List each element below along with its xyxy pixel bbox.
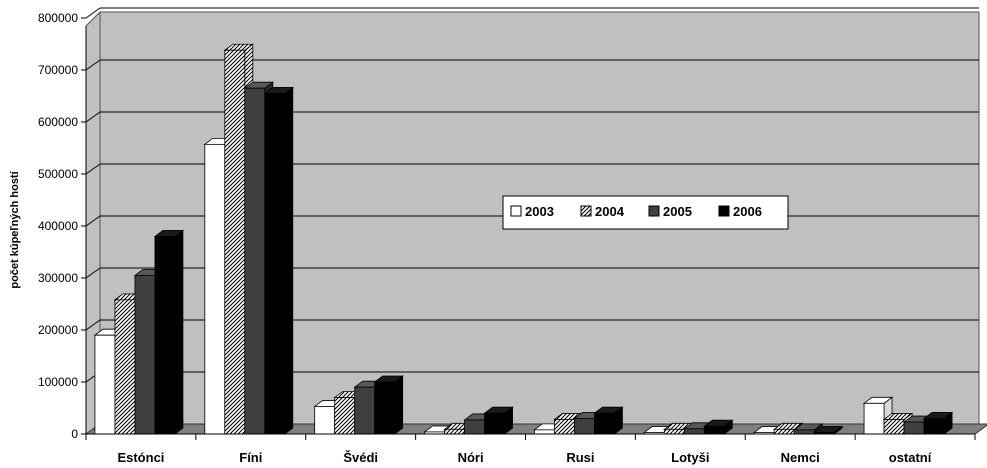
- y-axis: 0 100000 200000 300000 400000 500000 600000 700…: [38, 11, 87, 441]
- y-tick-label: 700000: [38, 63, 78, 77]
- y-tick-label: 500000: [38, 167, 78, 181]
- legend-label: 2006: [733, 204, 762, 219]
- legend-item: 2006: [718, 204, 762, 219]
- bar-side: [284, 86, 294, 435]
- legend-swatch: [510, 205, 522, 217]
- x-tick-label: Lotyši: [671, 450, 709, 465]
- bar-front: [703, 425, 725, 435]
- gridline-diagonal: [85, 163, 101, 175]
- bar-front: [683, 428, 705, 435]
- bar-side: [174, 229, 184, 435]
- bar-front: [204, 143, 226, 435]
- x-tick-label: Švédi: [343, 450, 378, 465]
- gridline-diagonal: [85, 215, 101, 227]
- y-tick-label: 300000: [38, 271, 78, 285]
- y-tick-label: 100000: [38, 375, 78, 389]
- bar: [703, 419, 734, 435]
- bar-front: [314, 406, 336, 435]
- bar-front: [374, 381, 396, 435]
- bar-front: [334, 397, 356, 435]
- bar: [483, 406, 514, 435]
- y-tick-label: 600000: [38, 115, 78, 129]
- bar-front: [244, 87, 266, 435]
- legend-swatch: [718, 205, 730, 217]
- legend-label: 2005: [663, 204, 692, 219]
- y-tick-label: 400000: [38, 219, 78, 233]
- y-tick-label: 800000: [38, 11, 78, 25]
- x-tick-label: Estónci: [117, 450, 164, 465]
- bar: [373, 375, 404, 435]
- y-tick-label: 200000: [38, 323, 78, 337]
- gridline-diagonal: [85, 267, 101, 279]
- bar-front: [534, 429, 555, 435]
- legend-label: 2003: [525, 204, 554, 219]
- gridline-diagonal: [85, 59, 101, 71]
- legend-label: 2004: [595, 204, 625, 219]
- legend-item: 2005: [648, 204, 692, 219]
- x-tick-label: ostatní: [889, 450, 932, 465]
- legend-item: 2004: [580, 204, 625, 219]
- bar-front: [663, 428, 685, 435]
- bar-front: [224, 49, 246, 435]
- bar: [153, 229, 185, 435]
- bar: [263, 86, 295, 435]
- x-tick-label: Rusi: [566, 450, 594, 465]
- x-tick-label: Nemci: [781, 450, 820, 465]
- x-tick-label: Nóri: [458, 450, 484, 465]
- bar: [593, 406, 624, 435]
- legend-swatch: [580, 205, 592, 217]
- bar: [922, 411, 954, 435]
- bar-front: [574, 417, 595, 435]
- bar-front: [923, 417, 945, 435]
- bar-front: [903, 421, 925, 435]
- bar-front: [594, 412, 615, 435]
- bar-front: [554, 419, 575, 435]
- legend-item: 2003: [510, 204, 554, 219]
- bar-side: [394, 375, 404, 435]
- bar-front: [773, 428, 795, 435]
- y-axis-title: počet kúpeľných hostí: [9, 170, 21, 288]
- bar-front: [883, 419, 905, 435]
- legend-swatch: [648, 205, 660, 217]
- gridline-diagonal: [85, 111, 101, 123]
- bar-front: [134, 274, 156, 435]
- bar-front: [863, 402, 885, 435]
- bar-front: [484, 412, 505, 435]
- gridline-diagonal: [85, 319, 101, 331]
- gridline-diagonal: [85, 7, 101, 19]
- bar-front: [114, 299, 136, 435]
- bar-front: [354, 386, 376, 435]
- bar-front: [154, 235, 176, 435]
- legend: 2003 2004 2005 2006: [502, 195, 789, 230]
- bar-front: [264, 93, 286, 435]
- x-tick-label: Fíni: [239, 450, 262, 465]
- bar: [812, 425, 844, 435]
- bar-front: [464, 419, 485, 435]
- x-axis: Estónci Fíni Švédi Nóri Rusi Lotyši Nemci ostat…: [85, 433, 976, 465]
- bar-front: [94, 334, 116, 435]
- bar-front: [444, 428, 465, 435]
- bar-front: [793, 429, 815, 435]
- legend-box: [502, 195, 789, 230]
- y-tick-label: 0: [71, 427, 78, 441]
